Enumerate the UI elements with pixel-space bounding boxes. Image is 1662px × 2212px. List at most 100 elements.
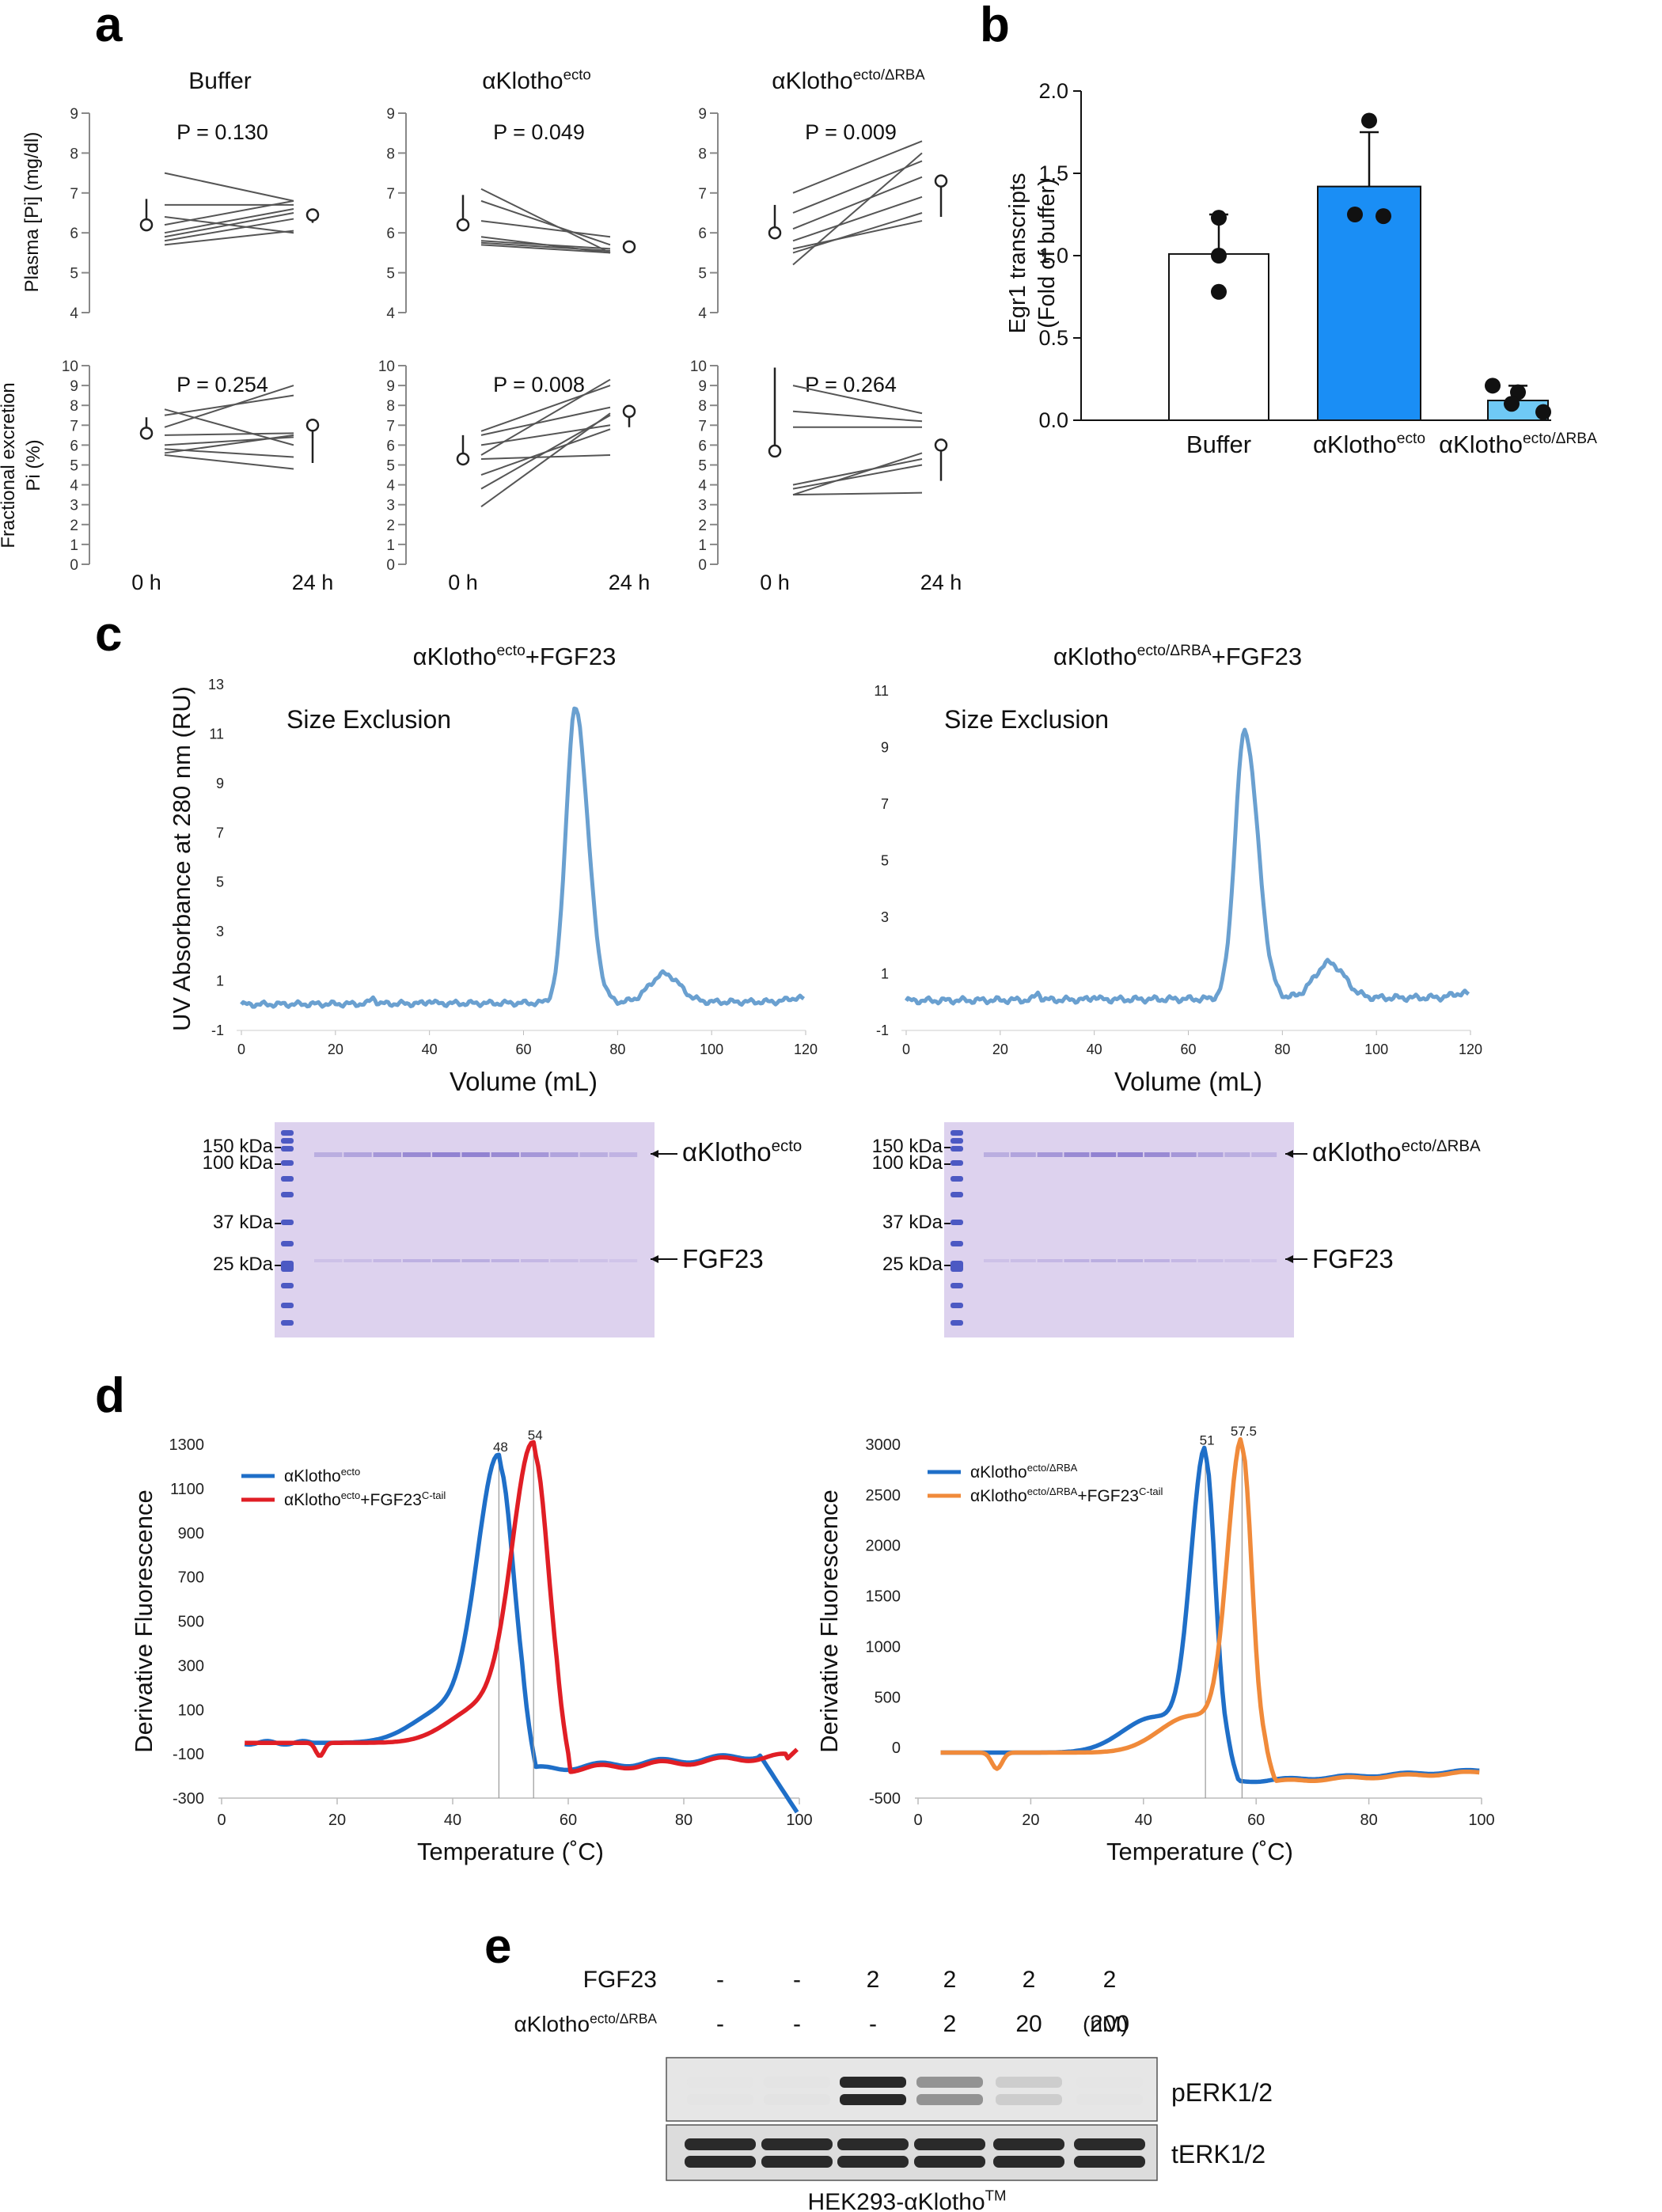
main-band — [1037, 1152, 1063, 1157]
x-tick-label: 40 — [1135, 1812, 1152, 1829]
x-label-end: 24 h — [609, 571, 651, 594]
label-main: αKlotho — [772, 68, 852, 94]
data-point — [1347, 207, 1363, 222]
marker-label: 150 kDa — [203, 1136, 274, 1157]
subject-line — [164, 408, 294, 446]
ladder-band — [281, 1138, 294, 1144]
x-tick-label: 20 — [328, 1041, 343, 1057]
terk-band — [1074, 2138, 1145, 2150]
subject-line — [480, 188, 611, 254]
terk-band — [761, 2156, 833, 2168]
y-tick-label: 2 — [698, 518, 707, 534]
p-value: P = 0.008 — [493, 373, 585, 396]
y-tick-label: 5 — [698, 458, 707, 475]
y-tick-label: 1 — [698, 537, 707, 554]
ladder-band — [951, 1241, 963, 1246]
band-label: FGF23 — [682, 1244, 764, 1273]
y-tick-label: 5 — [386, 266, 395, 283]
y-tick-label: 8 — [698, 146, 707, 162]
y-tick-label: 2000 — [866, 1538, 901, 1555]
band-label: FGF23 — [1312, 1244, 1394, 1273]
label-main: αKlotho — [284, 1467, 341, 1485]
cell-line-label: HEK293-αKlothoTM — [808, 2187, 1007, 2212]
subject-line — [164, 432, 294, 436]
y-tick-label: 0.0 — [1038, 408, 1068, 432]
category-label: Buffer — [1186, 431, 1251, 458]
y-tick-label: -1 — [876, 1023, 889, 1038]
row-label: αKlothoecto/ΔRBA — [514, 2010, 657, 2036]
marker-label: 37 kDa — [882, 1212, 943, 1233]
y-tick-label: 2 — [386, 518, 395, 534]
dsf-plot: Derivative Fluorescence -300 -100 100 300 500… — [130, 1428, 813, 1865]
label-main: αKlotho — [514, 2012, 590, 2036]
fgf23-band — [1171, 1259, 1197, 1262]
y-tick-label: 10 — [378, 359, 395, 375]
lane-value: 200 — [1090, 2011, 1129, 2037]
fgf23-band — [432, 1259, 461, 1262]
p-value: P = 0.130 — [176, 120, 268, 144]
label-main: Buffer — [188, 68, 252, 94]
blot-label: tERK1/2 — [1171, 2140, 1265, 2168]
band-arrowhead — [1285, 1150, 1293, 1158]
subject-line — [792, 452, 923, 496]
paired-cell: 4 5 6 7 8 9 P = 0.130 — [70, 106, 320, 322]
pre-mean-point — [768, 226, 782, 240]
label-sup: ecto/ΔRBA — [1402, 1136, 1481, 1155]
terk-band — [761, 2138, 833, 2150]
y-tick-label: 8 — [386, 146, 395, 162]
label-main: αKlotho — [1439, 431, 1523, 458]
x-tick-label: 40 — [1087, 1041, 1102, 1057]
lane-value: 2 — [867, 1967, 880, 1993]
panel-d-dsf-curves: Derivative Fluorescence -300 -100 100 300 500… — [130, 1424, 1495, 1865]
subject-line — [164, 230, 294, 246]
data-point — [1211, 248, 1227, 264]
perk-band — [687, 2077, 753, 2088]
lane-value: 2 — [943, 2011, 957, 2037]
y-tick-label: 1 — [216, 973, 224, 989]
marker-label: 25 kDa — [882, 1254, 943, 1275]
y-tick-label: 3 — [386, 498, 395, 514]
y-tick-label: 0 — [698, 557, 707, 574]
fgf23-band — [1010, 1259, 1036, 1262]
pre-mean-point — [768, 444, 782, 458]
y-tick-label: 4 — [698, 305, 707, 322]
perk-band — [1076, 2077, 1143, 2088]
y-tick-label: 5 — [216, 875, 224, 890]
fgf23-band — [609, 1259, 638, 1262]
y-tick-label: 6 — [70, 226, 78, 242]
y-tick-label: 3 — [881, 909, 889, 925]
data-point — [1376, 208, 1391, 225]
y-tick-label: 6 — [386, 226, 395, 242]
x-tick-label: 80 — [1360, 1812, 1377, 1829]
main-band — [343, 1152, 372, 1157]
main-band — [520, 1152, 549, 1157]
subject-line — [164, 394, 294, 416]
fgf23-band — [491, 1259, 520, 1262]
data-point — [1361, 112, 1377, 129]
unit-label: (nM) — [1083, 2012, 1129, 2036]
ladder-band — [951, 1138, 963, 1144]
y-tick-label: 1.5 — [1038, 161, 1068, 185]
subject-line — [792, 160, 923, 214]
subject-line — [164, 172, 294, 202]
panel-label-a: a — [95, 0, 123, 52]
dsf-plot: Derivative Fluorescence-5000500100015002… — [815, 1424, 1495, 1865]
ladder-band — [281, 1320, 294, 1326]
lane-value: 2 — [1023, 1967, 1036, 1993]
chart-title: αKlothoecto+FGF23 — [413, 643, 617, 670]
terk-band — [685, 2156, 756, 2168]
y-tick-label: 6 — [70, 438, 78, 454]
tm-label: 57.5 — [1231, 1424, 1257, 1439]
data-point — [1504, 396, 1520, 412]
y-tick-label: 1300 — [169, 1436, 205, 1454]
y-tick-label: 5 — [881, 853, 889, 869]
subject-line — [792, 385, 923, 415]
label-main: αKlotho — [413, 643, 497, 670]
x-tick-label: 0 — [237, 1041, 245, 1057]
band-label: αKlothoecto/ΔRBA — [1312, 1136, 1481, 1167]
lane-value: - — [793, 2011, 801, 2037]
y-tick-label: 8 — [386, 398, 395, 415]
label-sup: ecto/ΔRBA — [590, 2010, 657, 2026]
x-tick-label: 80 — [675, 1812, 692, 1829]
